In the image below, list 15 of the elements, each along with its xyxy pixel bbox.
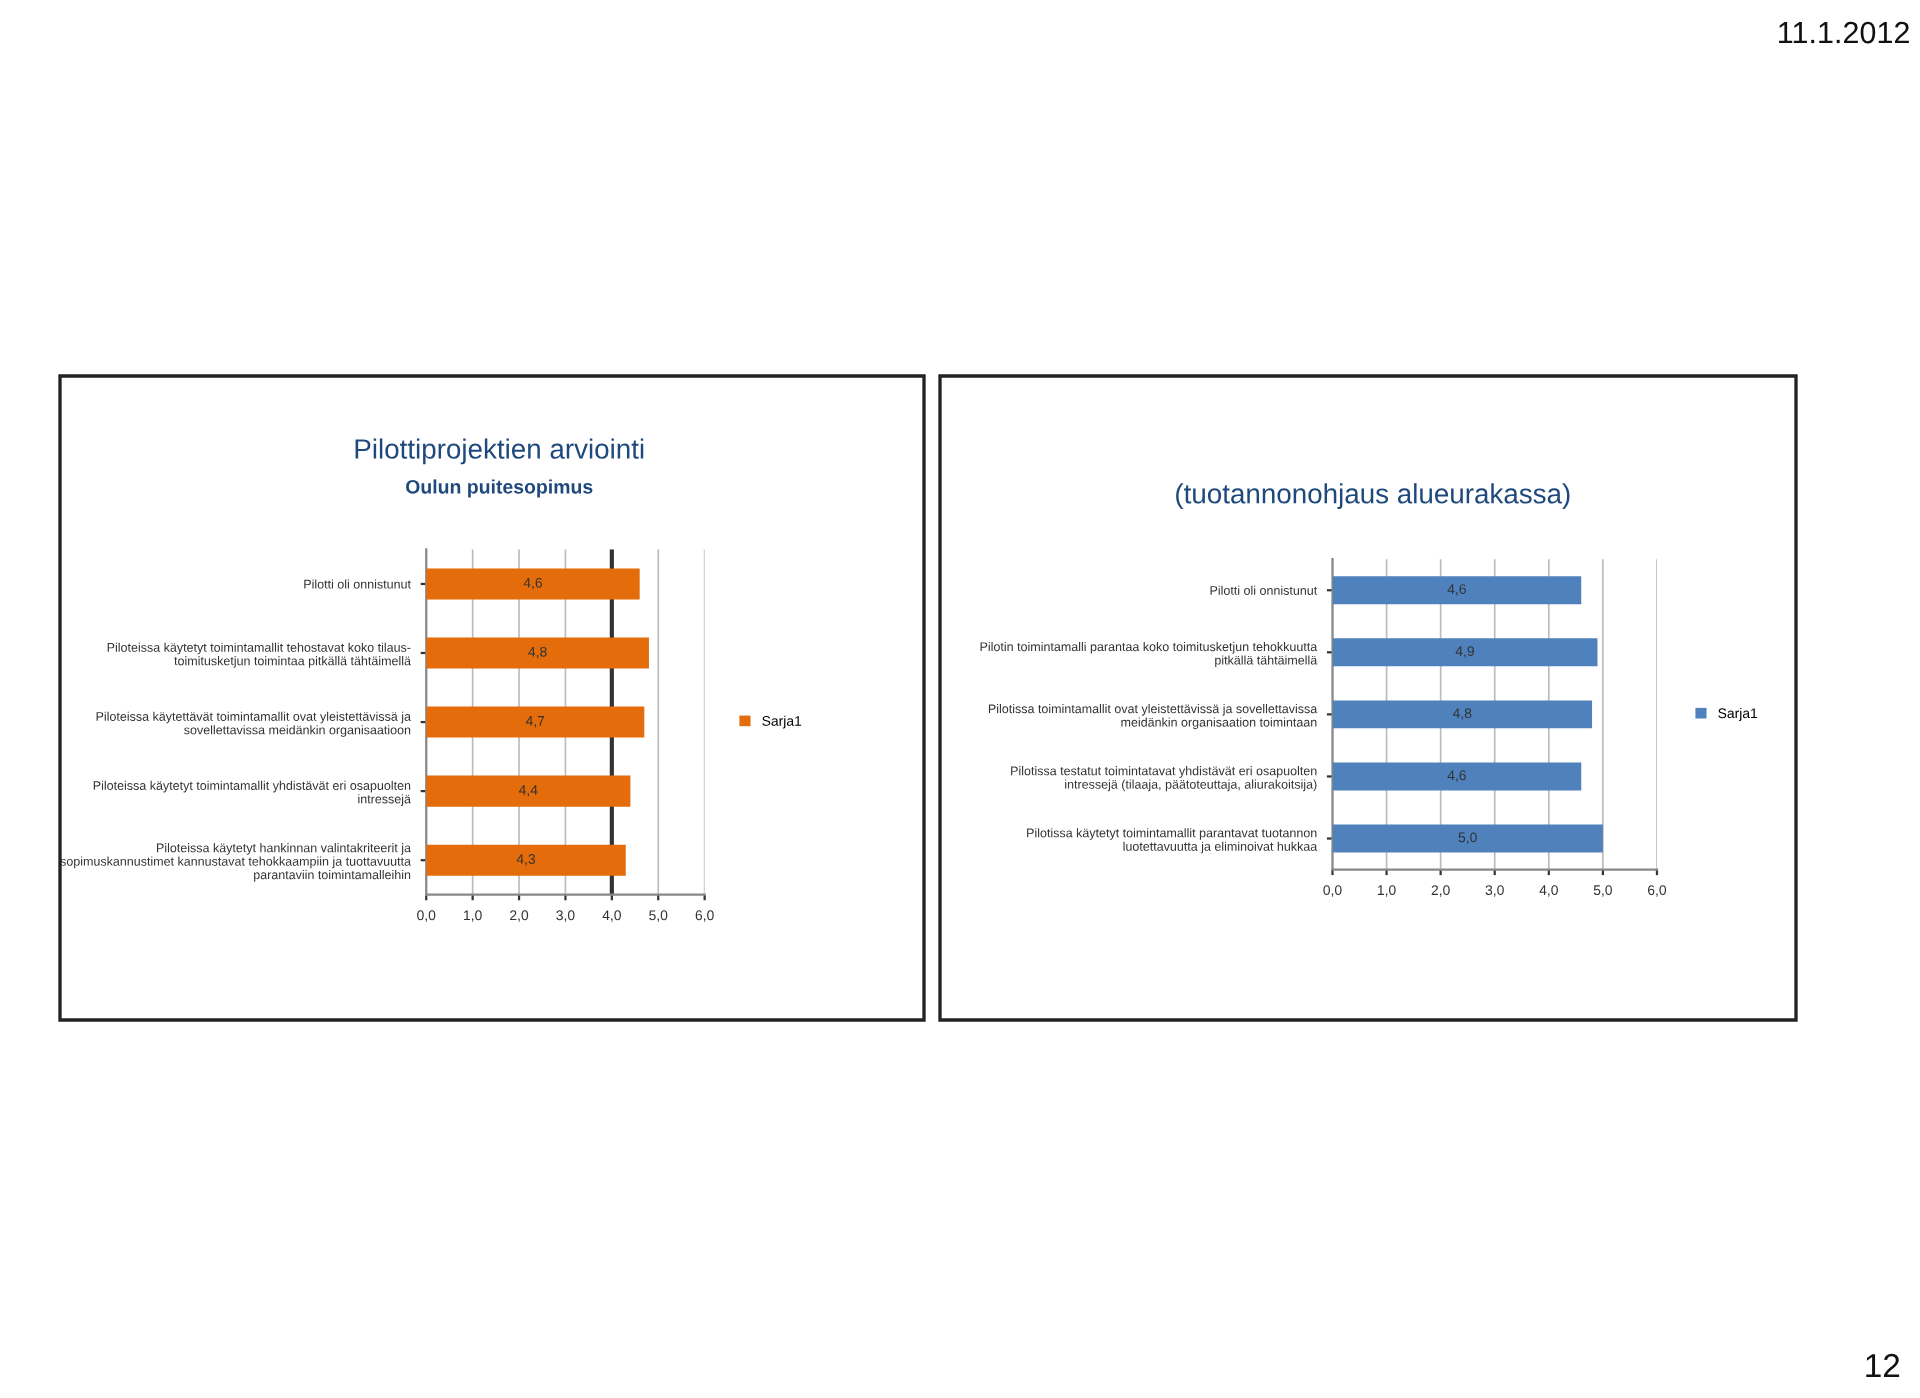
- bar: [426, 637, 649, 669]
- text: 12: [1866, 1353, 1900, 1378]
- bar: [426, 844, 626, 876]
- bar: [1332, 638, 1598, 667]
- bar: [1332, 762, 1582, 791]
- chart-title: Pilottiprojektien arviointi: [355, 438, 644, 465]
- bar: [1332, 824, 1603, 853]
- bar: [426, 775, 631, 807]
- bar: [426, 706, 645, 738]
- chart-title: (tuotannonohjaus alueurakassa): [1176, 483, 1570, 510]
- bar: [426, 568, 640, 600]
- bar: [1332, 576, 1582, 605]
- text: 11.1.2012: [1779, 21, 1909, 44]
- chart-subtitle: Oulun puitesopimus: [406, 479, 593, 498]
- bar: [1332, 700, 1593, 729]
